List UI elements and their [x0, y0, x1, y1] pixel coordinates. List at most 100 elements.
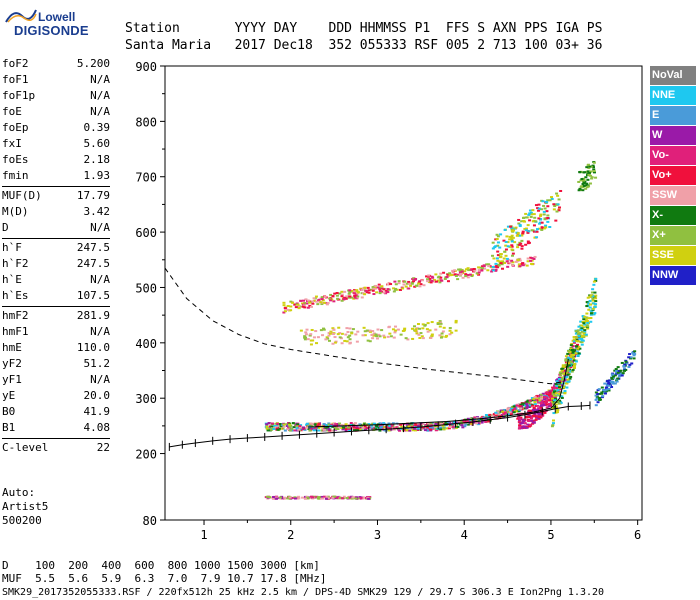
echo-point	[484, 414, 488, 417]
echo-point	[605, 384, 609, 387]
echo-point	[432, 426, 436, 429]
echo-point	[460, 424, 464, 427]
echo-point	[510, 409, 514, 412]
echo-point	[447, 274, 451, 277]
echo-point	[490, 415, 494, 418]
echo-point	[542, 204, 546, 207]
echo-point	[279, 425, 283, 428]
echo-point	[573, 362, 577, 365]
echo-point	[523, 404, 527, 407]
echo-point	[517, 427, 521, 430]
echo-point	[367, 423, 371, 426]
echo-point	[502, 257, 506, 260]
echo-point	[592, 283, 596, 286]
echo-point	[605, 388, 609, 391]
echo-point	[456, 273, 460, 276]
echo-point	[338, 496, 342, 499]
echo-point	[518, 243, 522, 246]
echo-point	[580, 327, 584, 330]
echo-point	[321, 334, 325, 337]
echo-point	[507, 407, 511, 410]
echo-point	[434, 328, 438, 331]
echo-point	[498, 246, 502, 249]
x-tick-label: 1	[200, 528, 207, 542]
echo-point	[504, 254, 508, 257]
echo-point	[627, 356, 631, 359]
echo-point	[502, 413, 506, 416]
echo-point	[364, 496, 368, 499]
echo-point	[388, 425, 392, 428]
echo-point	[421, 337, 425, 340]
echo-point	[353, 292, 357, 295]
echo-point	[473, 416, 477, 419]
echo-point	[580, 336, 584, 339]
echo-point	[412, 280, 416, 283]
echo-point	[627, 365, 631, 368]
param-value: 0.39	[83, 121, 111, 134]
echo-point	[600, 392, 604, 395]
echo-point	[293, 497, 297, 500]
echo-point	[268, 426, 272, 429]
echo-point	[461, 276, 465, 279]
param-value: 247.5	[76, 257, 110, 270]
echo-point	[274, 422, 278, 425]
echo-point	[548, 391, 552, 394]
echo-point	[427, 422, 431, 425]
echo-point	[419, 283, 423, 286]
echo-point	[347, 296, 351, 299]
echo-point	[399, 423, 403, 426]
echo-point	[397, 428, 401, 431]
echo-point	[575, 345, 579, 348]
echo-point	[613, 369, 617, 372]
echo-point	[610, 385, 614, 388]
echo-point	[414, 329, 418, 332]
echo-point	[452, 421, 456, 424]
echo-point	[541, 200, 545, 203]
echo-point	[525, 405, 529, 408]
echo-point	[567, 364, 571, 367]
echo-point	[408, 429, 412, 432]
echo-point	[429, 428, 433, 431]
echo-point	[482, 264, 486, 267]
echo-point	[421, 327, 425, 330]
echo-point	[617, 375, 621, 378]
echo-point	[524, 426, 528, 429]
echo-point	[518, 225, 522, 228]
echo-point	[564, 355, 568, 358]
echo-point	[444, 335, 448, 338]
echo-point	[428, 426, 432, 429]
echo-point	[325, 426, 329, 429]
echo-point	[447, 427, 451, 430]
echo-point	[603, 382, 607, 385]
echo-point	[322, 327, 326, 330]
echo-point	[401, 287, 405, 290]
echo-point	[301, 302, 305, 305]
echo-point	[632, 354, 636, 357]
echo-point	[564, 363, 568, 366]
echo-point	[378, 422, 382, 425]
echo-point	[322, 423, 326, 426]
scaled-parameters-panel: foF2 5.200 foF1 N/A foF1p N/A foE N/A foEp 0.39 fx…	[2, 56, 110, 456]
echo-point	[546, 220, 550, 223]
echo-point	[466, 417, 470, 420]
echo-point	[572, 364, 576, 367]
echo-point	[537, 415, 541, 418]
echo-point	[303, 302, 307, 305]
echo-point	[524, 243, 528, 246]
echo-point	[368, 496, 372, 499]
echo-point	[378, 290, 382, 293]
echo-point	[558, 388, 562, 391]
echo-point	[605, 386, 609, 389]
echo-point	[528, 209, 532, 212]
echo-point	[373, 286, 377, 289]
echo-point	[568, 370, 572, 373]
echo-point	[457, 420, 461, 423]
echo-point	[496, 259, 500, 262]
echo-point	[426, 322, 430, 325]
echo-point	[554, 392, 558, 395]
echo-point	[517, 410, 521, 413]
echo-point	[530, 257, 534, 260]
echo-point	[539, 401, 543, 404]
echo-point	[516, 246, 520, 249]
